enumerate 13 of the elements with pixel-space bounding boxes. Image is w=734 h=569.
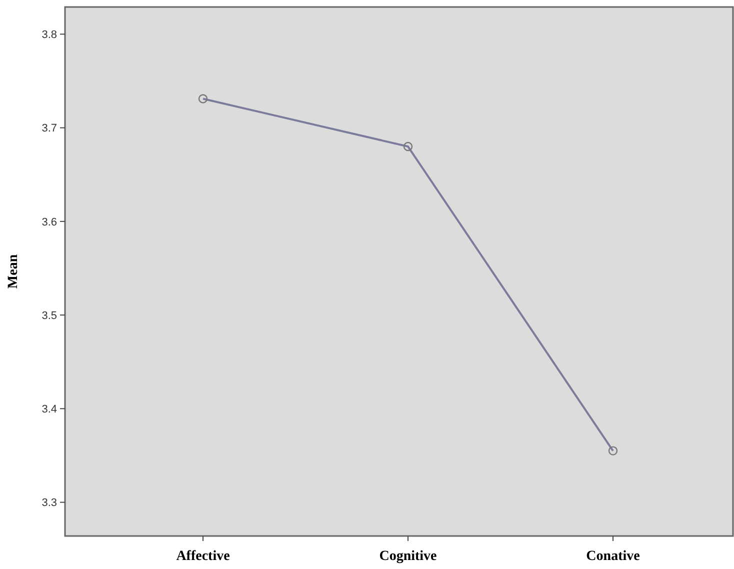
y-axis-title: Mean bbox=[6, 254, 21, 289]
y-tick-label: 3.8 bbox=[42, 29, 57, 41]
point bbox=[403, 142, 413, 152]
point bbox=[198, 94, 208, 104]
y-tick-label: 3.6 bbox=[42, 216, 57, 228]
y-tick-label: 3.7 bbox=[42, 122, 57, 135]
y-tick-label: 3.5 bbox=[42, 310, 57, 322]
x-tick-label: Conative bbox=[586, 549, 640, 564]
y-tick-label: 3.3 bbox=[42, 497, 57, 510]
point bbox=[608, 446, 618, 456]
x-tick-label: Cognitive bbox=[379, 549, 437, 564]
x-tick-label: Affective bbox=[176, 549, 230, 564]
y-tick-label: 3.4 bbox=[42, 404, 57, 416]
